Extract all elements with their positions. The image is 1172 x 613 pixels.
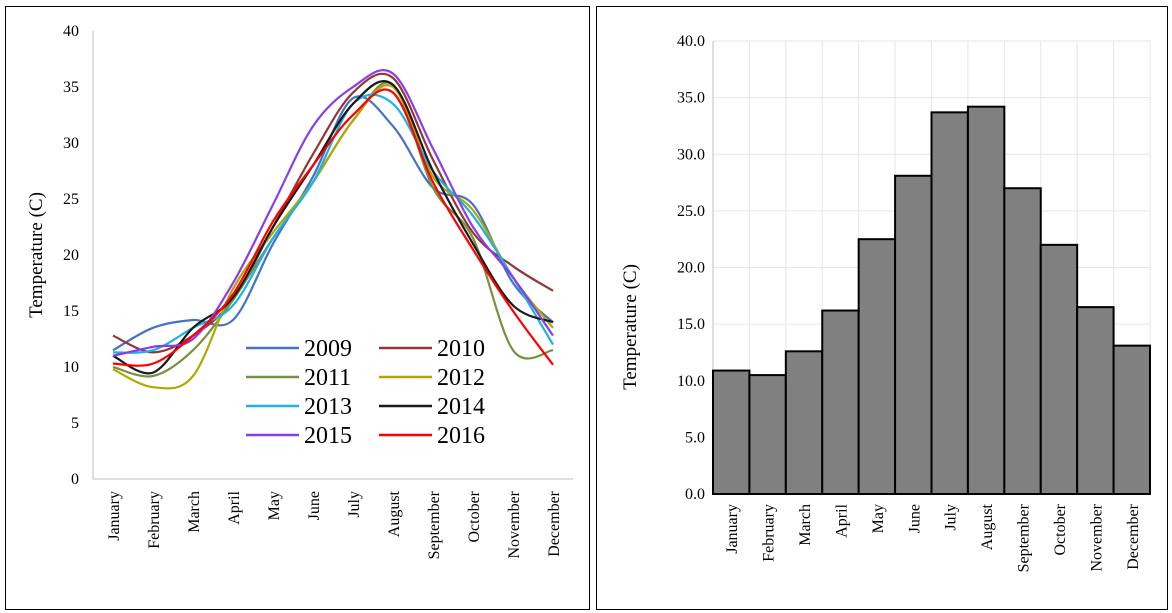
y-tick-label: 40: [63, 23, 79, 40]
x-tick-label: June: [906, 504, 923, 533]
x-tick-label: May: [266, 491, 283, 520]
y-tick-label: 25: [63, 191, 79, 208]
line-chart-panel: 0 5 10 15 20 25 30 35 40 January February March Apri…: [5, 6, 590, 610]
series-line-2015: [112, 69, 554, 357]
x-tick-label: February: [146, 491, 163, 549]
bar-june: [894, 174, 933, 496]
legend-label-2015: 2015: [304, 423, 352, 449]
x-tick-label: April: [226, 490, 243, 524]
bar-january: [712, 369, 751, 495]
y-tick-label: 20: [63, 247, 79, 264]
bar-april: [821, 309, 860, 495]
y-tick-label: 10.0: [677, 373, 705, 390]
x-tick-label: January: [106, 491, 123, 541]
x-tick-label: January: [724, 504, 741, 554]
legend-label-2013: 2013: [304, 394, 352, 420]
y-axis-title: Temperature (C): [620, 264, 641, 390]
x-tick-label: November: [1088, 503, 1105, 571]
y-tick-label: 20.0: [677, 260, 705, 277]
x-tick-label: October: [466, 490, 483, 542]
y-tick-label: 10: [63, 359, 79, 376]
y-tick-label: 15: [63, 303, 79, 320]
x-tick-label: October: [1052, 503, 1069, 555]
y-tick-label: 30.0: [677, 146, 705, 163]
y-tick-label: 35: [63, 79, 79, 96]
x-tick-label: July: [943, 504, 960, 531]
y-tick-label: 15.0: [677, 316, 705, 333]
series-line-2014: [112, 80, 554, 375]
x-tick-label: May: [870, 504, 887, 533]
bar-march: [784, 350, 824, 495]
y-tick-label: 40.0: [677, 33, 705, 50]
legend-label-2012: 2012: [437, 365, 485, 391]
bar-september: [1003, 187, 1042, 495]
bar-chart-panel: 0.0 5.0 10.0 15.0 20.0 25.0 30.0 35.0 40.0 Januar…: [596, 6, 1168, 610]
series-line-2009: [112, 95, 554, 352]
bar-october: [1039, 243, 1079, 495]
bar-chart: 0.0 5.0 10.0 15.0 20.0 25.0 30.0 35.0 40.0 Januar…: [620, 33, 1151, 572]
x-tick-label: December: [546, 490, 563, 556]
y-tick-label: 25.0: [677, 203, 705, 220]
y-tick-label: 0.0: [685, 486, 705, 503]
x-tick-label: March: [797, 504, 814, 546]
bar-may: [857, 238, 897, 495]
bar-february: [748, 374, 787, 495]
x-tick-label: August: [386, 490, 403, 537]
x-tick-label: September: [426, 490, 443, 559]
x-tick-label: November: [506, 490, 523, 558]
x-tick-label: July: [346, 491, 363, 518]
bar-november: [1076, 306, 1115, 496]
x-tick-label: June: [306, 491, 323, 520]
x-tick-label: September: [1016, 503, 1033, 572]
legend-label-2014: 2014: [437, 394, 485, 420]
y-tick-label: 30: [63, 135, 79, 152]
legend-label-2009: 2009: [304, 336, 352, 362]
legend-label-2011: 2011: [304, 365, 351, 391]
x-tick-label: December: [1125, 503, 1142, 569]
x-tick-label: March: [186, 491, 203, 533]
legend-label-2010: 2010: [437, 336, 485, 362]
y-tick-label: 0: [71, 471, 79, 488]
y-tick-label: 5.0: [685, 429, 705, 446]
line-chart: 0 5 10 15 20 25 30 35 40 January February March Apri…: [26, 23, 573, 559]
bar-august: [966, 105, 1006, 495]
series-line-2016: [112, 88, 554, 367]
series-line-2012: [112, 84, 554, 390]
y-tick-label: 5: [71, 415, 79, 432]
legend-label-2016: 2016: [437, 423, 485, 449]
x-tick-label: April: [833, 503, 850, 537]
x-tick-label: February: [761, 504, 778, 562]
bar-december: [1112, 344, 1151, 495]
x-tick-label: August: [979, 503, 996, 550]
bar-july: [930, 111, 969, 495]
y-tick-label: 35.0: [677, 90, 705, 107]
y-axis-title: Temperature (C): [26, 192, 47, 318]
series-line-2010: [112, 72, 554, 354]
